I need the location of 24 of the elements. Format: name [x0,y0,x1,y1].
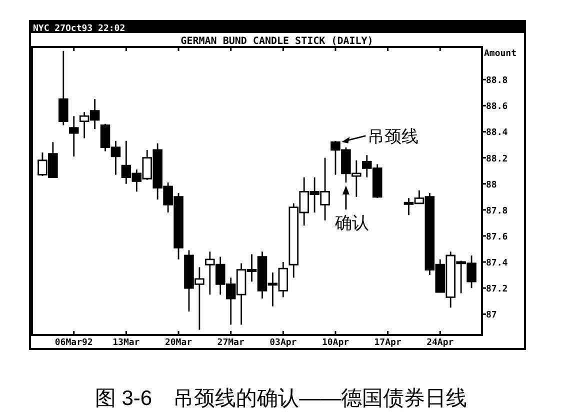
y-tick-label: 88.6 [486,102,508,112]
caption: 图 3-6 吊颈线的确认——德国债券日线 [94,387,468,410]
x-tick-label: 13Mar [112,338,140,348]
x-tick-label: 20Mar [164,338,193,348]
y-tick-label: 87.2 [486,284,508,295]
y-tick-label: 88.2 [486,154,508,164]
y-tick-label: 88.4 [486,128,508,138]
x-tick-label: 10Apr [322,338,350,348]
chart-subtitle: NYC 27Oct93 22:02 [33,24,126,34]
chart-title: GERMAN BUND CANDLE STICK (DAILY) [180,36,374,47]
y-axis-title: Amount [484,49,517,59]
x-tick-label: 06Mar92 [54,338,93,348]
x-tick-label: 24Apr [426,338,454,348]
annotation: 吊颈线 [368,126,419,146]
y-tick-label: 87.6 [486,232,508,242]
y-tick-label: 88.8 [486,76,508,86]
y-tick-label: 87.4 [486,258,508,269]
x-tick-label: 17Apr [374,338,402,348]
x-tick-label: 27Mar [217,338,245,348]
x-tick-label: 03Apr [270,338,298,348]
annotation: 确认 [334,214,369,233]
y-tick-label: 87 [486,310,497,321]
y-tick-label: 88 [486,180,497,190]
y-tick-label: 87.8 [486,206,508,216]
